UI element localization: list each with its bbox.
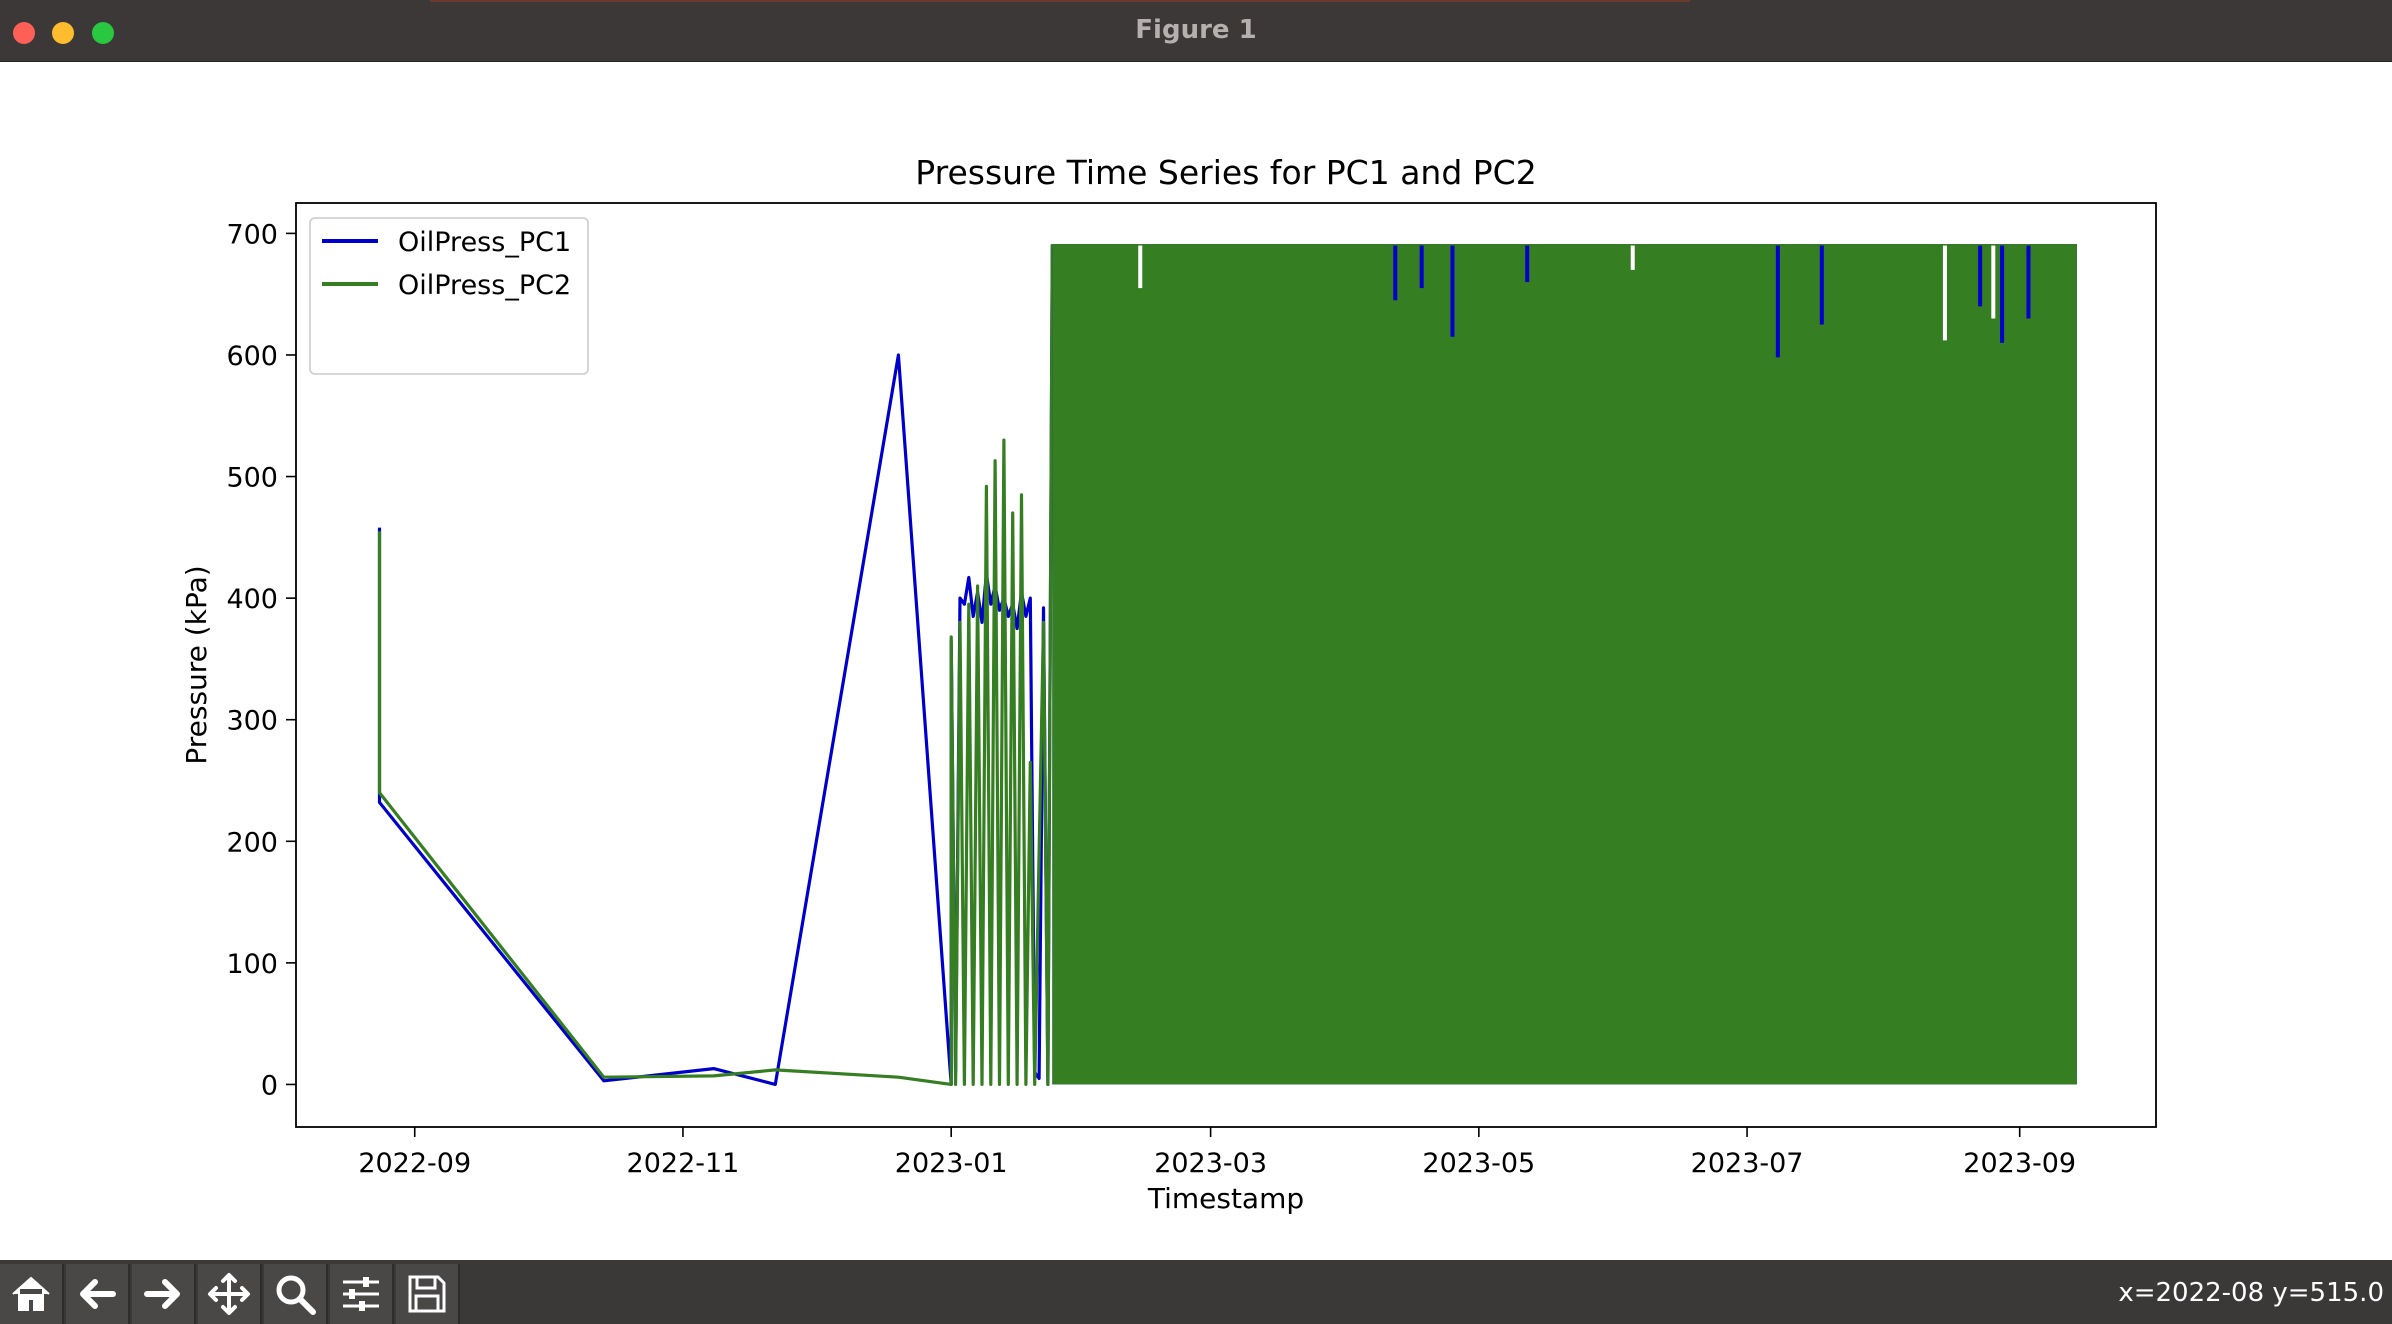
- series-oilpress-pc2-dense-band: [1052, 245, 2077, 1085]
- configure-subplots-button[interactable]: [330, 1264, 394, 1324]
- y-tick-label: 400: [226, 584, 278, 615]
- oilpress-pc1-dip: [1978, 245, 1983, 307]
- zoom-icon: [276, 1275, 316, 1315]
- y-tick-label: 700: [226, 219, 278, 250]
- x-tick-label: 2023-09: [1963, 1148, 2076, 1179]
- sliders-icon: [343, 1277, 379, 1311]
- y-tick-label: 100: [226, 949, 278, 980]
- save-icon: [408, 1275, 446, 1313]
- x-axis-label: Timestamp: [1147, 1182, 1304, 1215]
- x-tick-label: 2022-09: [358, 1148, 471, 1179]
- titlebar-accent: [430, 0, 1690, 2]
- band-gap: [1991, 245, 1996, 319]
- y-axis-label: Pressure (kPa): [180, 565, 213, 764]
- x-tick-label: 2023-03: [1154, 1148, 1267, 1179]
- legend-box: [309, 217, 589, 375]
- band-gap: [1138, 245, 1143, 289]
- y-tick-label: 500: [226, 463, 278, 494]
- back-button[interactable]: [66, 1264, 130, 1324]
- chart-title: Pressure Time Series for PC1 and PC2: [915, 153, 1536, 192]
- minimize-window-button[interactable]: [52, 22, 74, 44]
- oilpress-pc1-dip: [2026, 245, 2031, 319]
- band-gap: [1630, 245, 1635, 270]
- y-tick-label: 300: [226, 706, 278, 737]
- band-gap: [1942, 245, 1947, 341]
- oilpress-pc1-dip: [1819, 245, 1824, 325]
- oilpress-pc1-dip: [1525, 245, 1530, 283]
- forward-button[interactable]: [132, 1264, 196, 1324]
- home-button[interactable]: [0, 1264, 64, 1324]
- cursor-coordinates: x=2022-08 y=515.0: [2118, 1278, 2384, 1308]
- legend-label-oilpress-pc2: OilPress_PC2: [398, 270, 571, 301]
- y-tick-label: 600: [226, 341, 278, 372]
- save-figure-button[interactable]: [396, 1264, 460, 1324]
- window-title: Figure 1: [1135, 15, 1257, 45]
- x-tick-label: 2022-11: [627, 1148, 740, 1179]
- oilpress-pc1-dip: [1775, 245, 1780, 358]
- x-tick-label: 2023-01: [895, 1148, 1008, 1179]
- arrow-right-icon: [144, 1279, 180, 1309]
- oilpress-pc1-dip: [2000, 245, 2005, 343]
- pan-button[interactable]: [198, 1264, 262, 1324]
- series-oilpress-pc2-line: [377, 244, 2077, 1087]
- window-titlebar: Figure 1: [0, 0, 2392, 62]
- toolbar: x=2022-08 y=515.0: [0, 1260, 2392, 1324]
- zoom-button[interactable]: [264, 1264, 328, 1324]
- figure-canvas[interactable]: Pressure Time Series for PC1 and PC2 0 100…: [0, 62, 2392, 1260]
- maximize-window-button[interactable]: [92, 22, 114, 44]
- oilpress-pc1-dip: [1450, 245, 1455, 337]
- legend-label-oilpress-pc1: OilPress_PC1: [398, 227, 571, 258]
- x-tick-label: 2023-05: [1422, 1148, 1535, 1179]
- x-tick-label: 2023-07: [1691, 1148, 1804, 1179]
- oilpress-pc1-dip: [1419, 245, 1424, 289]
- home-icon: [12, 1276, 50, 1311]
- y-tick-label: 200: [226, 827, 278, 858]
- close-window-button[interactable]: [13, 22, 35, 44]
- axes-frame: [295, 202, 2157, 1128]
- move-icon: [208, 1273, 250, 1315]
- pressure-chart: Pressure Time Series for PC1 and PC2 0 100…: [180, 153, 2157, 1215]
- arrow-left-icon: [80, 1279, 116, 1309]
- y-tick-label: 0: [261, 1070, 278, 1101]
- oilpress-pc1-dip: [1393, 245, 1398, 301]
